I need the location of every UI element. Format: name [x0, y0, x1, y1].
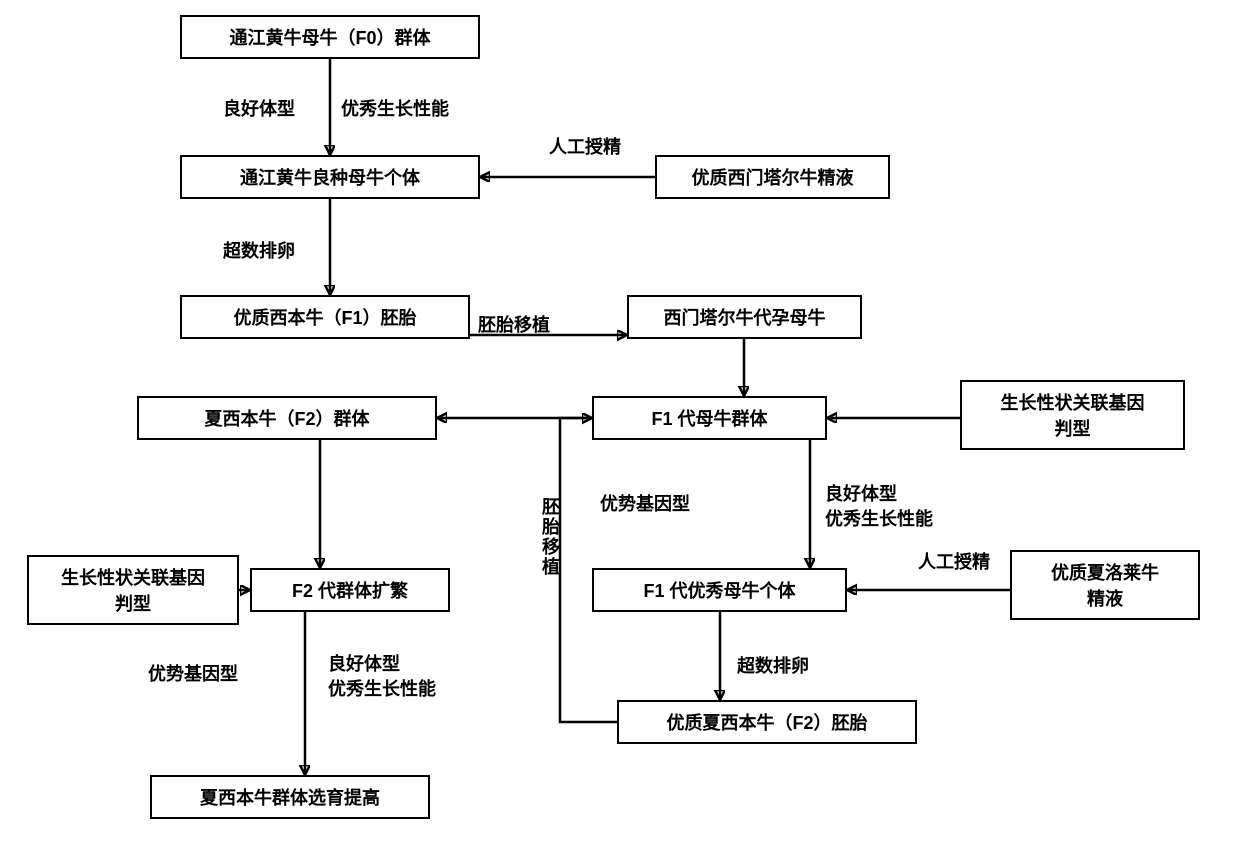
flowchart-node-n_f1_excel: F1 代优秀母牛个体 [592, 568, 847, 612]
edge-label-l_exc_growth_3: 优秀生长性能 [328, 675, 436, 701]
flowchart-node-n_f2_expand: F2 代群体扩繁 [250, 568, 450, 612]
flowchart-node-n_semen_xl: 优质夏洛莱牛精液 [1010, 550, 1200, 620]
edge-label-l_dom_gene_2: 优势基因型 [148, 660, 238, 686]
flowchart-node-n_final: 夏西本牛群体选育提高 [150, 775, 430, 819]
flowchart-node-n_f1_embryo: 优质西本牛（F1）胚胎 [180, 295, 470, 339]
flowchart-node-n_f0: 通江黄牛母牛（F0）群体 [180, 15, 480, 59]
flowchart-node-n_gene_l: 生长性状关联基因判型 [27, 555, 239, 625]
edge-label-l_exc_growth_1: 优秀生长性能 [341, 95, 449, 121]
flowchart-node-n_xm_sur: 西门塔尔牛代孕母牛 [627, 295, 862, 339]
edge-label-l_good_body_3: 良好体型 [328, 650, 400, 676]
flowchart-node-n_good_cow: 通江黄牛良种母牛个体 [180, 155, 480, 199]
flowchart-node-n_gene_r: 生长性状关联基因判型 [960, 380, 1185, 450]
edge-label-l_ai_1: 人工授精 [549, 133, 621, 159]
flowchart-node-n_f1_cow_pop: F1 代母牛群体 [592, 396, 827, 440]
edge-label-l_embryo_tr_v: 胚胎移植 [537, 497, 563, 577]
edge-label-l_good_body_1: 良好体型 [223, 95, 295, 121]
flowchart-node-n_f2_embryo: 优质夏西本牛（F2）胚胎 [617, 700, 917, 744]
edge-label-l_ai_2: 人工授精 [918, 548, 990, 574]
flowchart-node-n_f2_pop: 夏西本牛（F2）群体 [137, 396, 437, 440]
edge-label-l_dom_gene_1: 优势基因型 [600, 490, 690, 516]
edge-label-l_superov_2: 超数排卵 [737, 652, 809, 678]
edge-label-l_superov_1: 超数排卵 [223, 237, 295, 263]
edge-label-l_good_body_2: 良好体型 [825, 480, 897, 506]
flowchart-node-n_semen_xm: 优质西门塔尔牛精液 [655, 155, 890, 199]
edge-label-l_embryo_tr_1: 胚胎移植 [478, 311, 550, 337]
edge-label-l_exc_growth_2: 优秀生长性能 [825, 505, 933, 531]
